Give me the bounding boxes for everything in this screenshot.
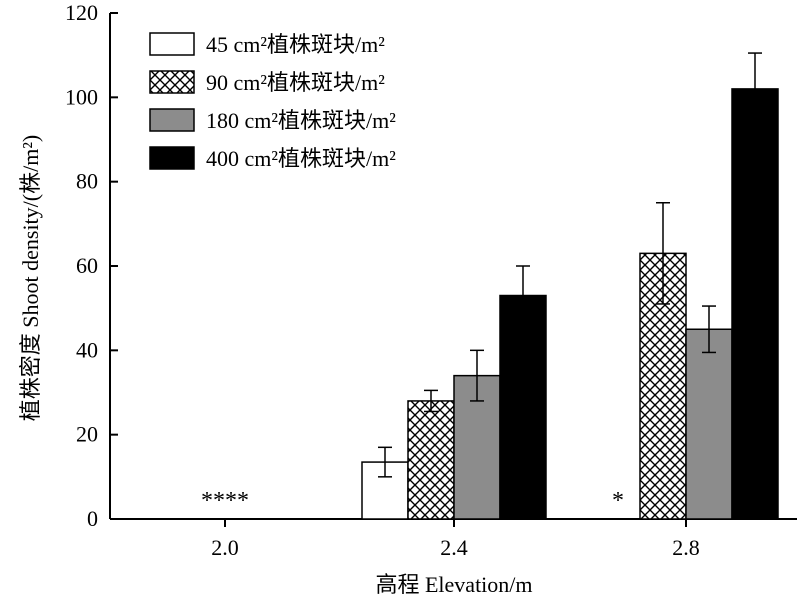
y-tick-label: 80 [76, 169, 98, 194]
legend-label: 400 cm²植株斑块/m² [206, 146, 396, 171]
legend-swatch [149, 70, 195, 94]
bar [731, 88, 779, 520]
legend-swatch [149, 32, 195, 56]
y-tick-label: 0 [87, 506, 98, 531]
x-tick-label: 2.4 [440, 535, 468, 560]
chart-labels: 高程 Elevation/m 植株密度 Shoot density/(株/m²) *… [18, 135, 624, 597]
significance-marker: * [612, 488, 624, 514]
chart-bars [361, 52, 779, 520]
y-axis-title: 植株密度 Shoot density/(株/m²) [18, 135, 43, 421]
bar [407, 400, 455, 520]
x-tick-label: 2.0 [211, 535, 239, 560]
chart-legend: 45 cm²植株斑块/m² 90 cm²植株斑块/m² 180 cm²植株斑块/m²… [149, 32, 396, 171]
legend-label: 180 cm²植株斑块/m² [206, 108, 396, 133]
x-axis-title: 高程 Elevation/m [375, 572, 532, 597]
chart-axes: 0 20 40 60 80 100 120 2.0 2.4 2.8 [65, 0, 797, 560]
bar [499, 294, 547, 520]
y-tick-label: 100 [65, 84, 98, 109]
legend-label: 45 cm²植株斑块/m² [206, 32, 385, 57]
x-tick-label: 2.8 [672, 535, 700, 560]
y-tick-label: 40 [76, 337, 98, 362]
significance-marker: **** [201, 488, 249, 514]
bar [685, 328, 733, 520]
y-tick-label: 20 [76, 422, 98, 447]
y-tick-label: 120 [65, 0, 98, 25]
legend-swatch [149, 146, 195, 170]
y-tick-label: 60 [76, 253, 98, 278]
legend-label: 90 cm²植株斑块/m² [206, 70, 385, 95]
legend-swatch [149, 108, 195, 132]
